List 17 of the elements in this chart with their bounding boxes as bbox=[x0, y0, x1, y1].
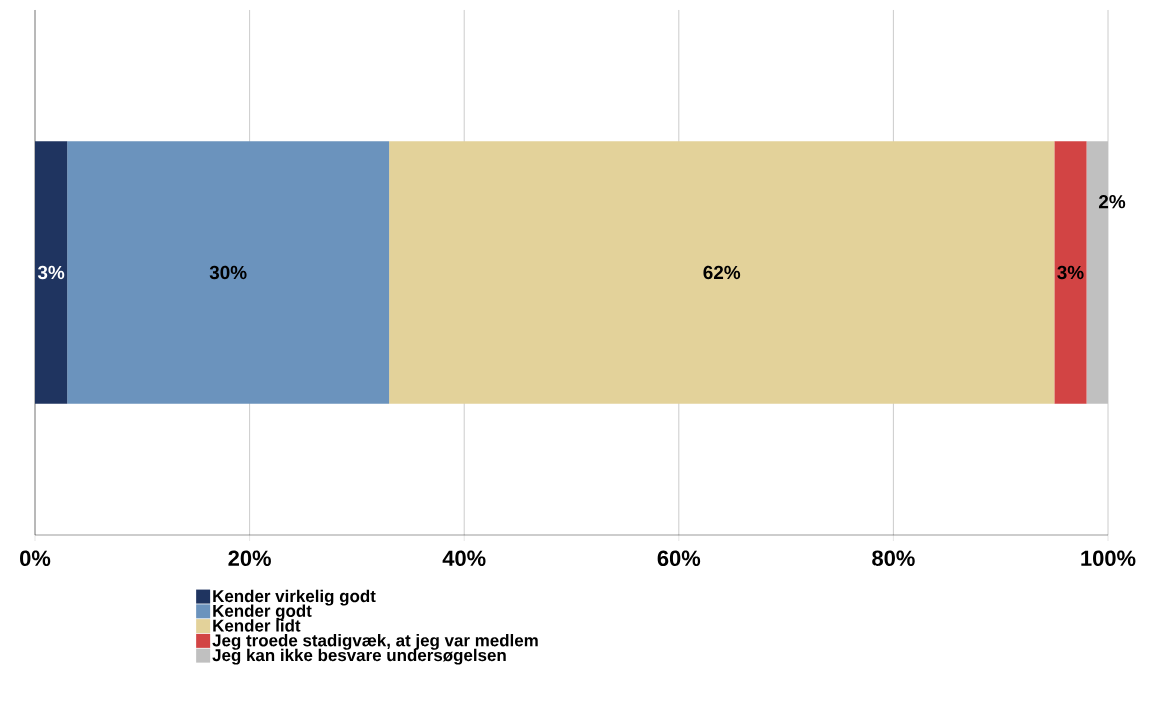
data-label: 3% bbox=[37, 265, 65, 280]
data-label: 2% bbox=[1098, 194, 1126, 209]
data-label: 62% bbox=[703, 265, 741, 280]
data-label: 3% bbox=[1057, 265, 1084, 280]
x-tick-label: 0% bbox=[20, 550, 51, 567]
x-tick-label: 100% bbox=[1081, 550, 1136, 567]
data-label: 30% bbox=[209, 265, 247, 280]
bar bbox=[1054, 141, 1087, 404]
x-tick-label: 80% bbox=[872, 550, 915, 567]
bar bbox=[35, 141, 68, 404]
bar bbox=[389, 141, 1055, 404]
x-tick-label: 40% bbox=[442, 550, 486, 567]
bar bbox=[67, 141, 390, 404]
x-tick-label: 60% bbox=[657, 550, 701, 567]
legend-label: Jeg kan ikke besvare undersøgelsen bbox=[212, 648, 506, 665]
legend-label: Kender lidt bbox=[213, 619, 301, 632]
x-tick-label: 20% bbox=[228, 550, 271, 567]
